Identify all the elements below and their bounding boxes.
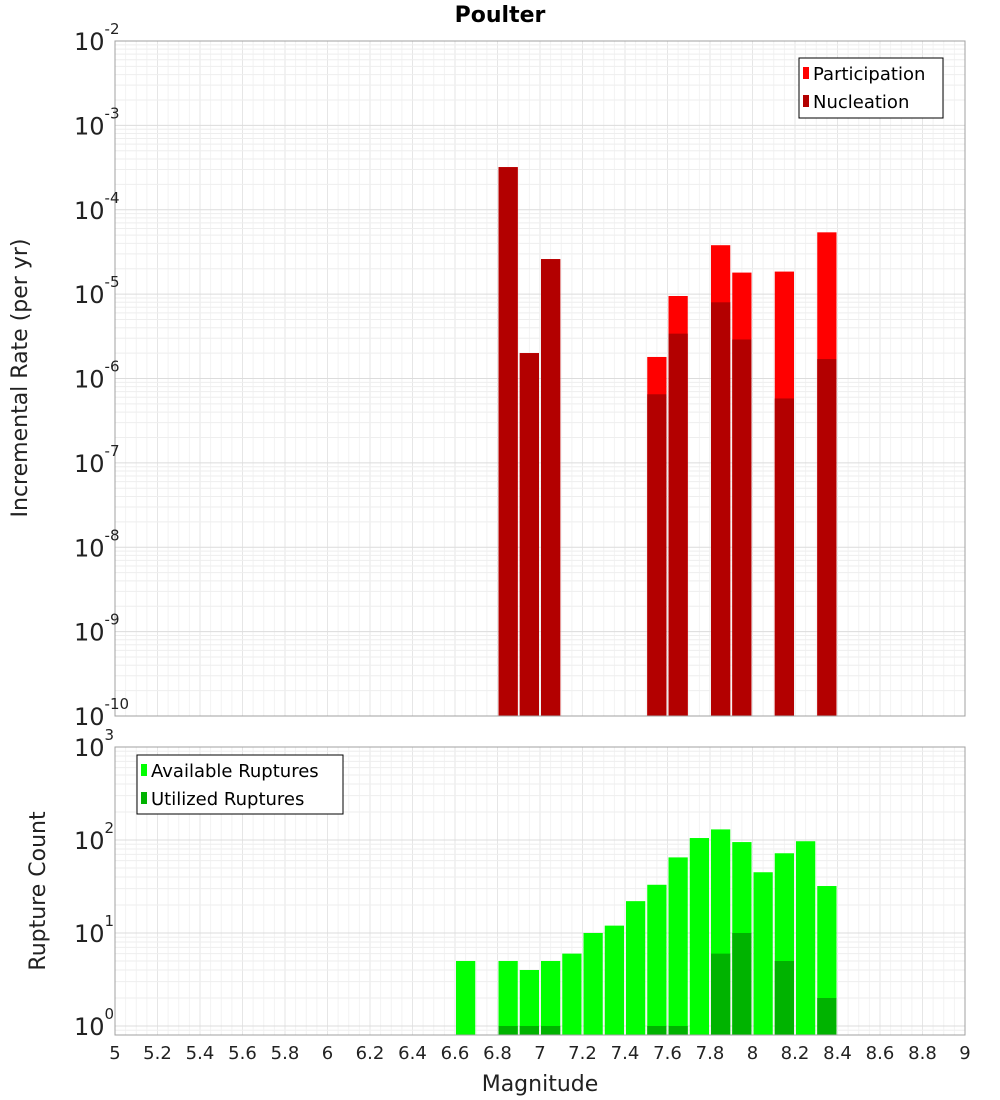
x-tick-label: 6 — [322, 1043, 333, 1064]
bar-available-ruptures — [519, 969, 539, 1035]
x-tick-label: 5 — [109, 1043, 120, 1064]
bar-utilized-ruptures — [541, 1025, 561, 1035]
bar-nucleation — [817, 359, 837, 716]
rate-y-tick-label: 10-7 — [74, 442, 120, 478]
rate-y-tick-label: 10-3 — [74, 104, 120, 140]
legend-swatch-participation — [803, 67, 809, 79]
count-y-tick-label: 101 — [74, 912, 114, 948]
x-tick-label: 8 — [747, 1043, 758, 1064]
x-tick-label: 5.8 — [271, 1043, 300, 1064]
legend-label-utilized: Utilized Ruptures — [151, 789, 304, 810]
bar-available-ruptures — [689, 838, 709, 1035]
bar-available-ruptures — [604, 925, 624, 1035]
bar-utilized-ruptures — [817, 997, 837, 1035]
bar-available-ruptures — [456, 960, 476, 1035]
chart-title: Poulter — [455, 3, 546, 28]
legend-label-available: Available Ruptures — [151, 761, 319, 782]
x-tick-label: 6.6 — [441, 1043, 470, 1064]
count-panel: 100 101 102 103 Rupture Count 5 5.2 5.4 5.6 5.8… — [26, 726, 971, 1097]
x-tick-label: 8.8 — [908, 1043, 937, 1064]
bar-utilized-ruptures — [732, 932, 752, 1035]
x-tick-label: 7 — [534, 1043, 545, 1064]
x-tick-label: 7.6 — [653, 1043, 682, 1064]
rate-grid — [114, 40, 966, 717]
bar-available-ruptures — [817, 886, 837, 1035]
bar-nucleation — [732, 339, 752, 716]
rate-y-tick-label: 10-10 — [74, 695, 129, 731]
x-tick-label: 7.8 — [696, 1043, 725, 1064]
bar-utilized-ruptures — [711, 953, 731, 1035]
bar-nucleation — [647, 394, 667, 716]
x-tick-label: 5.4 — [186, 1043, 215, 1064]
rate-y-tick-label: 10-8 — [74, 526, 120, 562]
rate-y-tick-label: 10-9 — [74, 611, 120, 647]
x-tick-label: 8.4 — [823, 1043, 852, 1064]
bar-nucleation — [711, 302, 731, 716]
x-tick-label: 9 — [959, 1043, 970, 1064]
rate-bars — [498, 167, 837, 717]
bar-nucleation — [774, 398, 794, 716]
bar-utilized-ruptures — [498, 1025, 518, 1035]
rate-legend-box — [798, 57, 944, 119]
rate-y-axis-label: Incremental Rate (per yr) — [8, 239, 33, 518]
x-tick-label: 7.4 — [611, 1043, 640, 1064]
rate-y-tick-label: 10-6 — [74, 358, 120, 394]
x-axis-label: Magnitude — [482, 1072, 599, 1097]
bar-available-ruptures — [583, 932, 603, 1035]
count-y-tick-label: 103 — [74, 726, 114, 762]
x-tick-label: 7.2 — [568, 1043, 597, 1064]
bar-nucleation — [668, 333, 688, 716]
rate-panel: 10-10 10-9 10-8 10-7 10-6 10-5 10-4 10-3 10-2 In… — [8, 20, 966, 731]
x-tick-label: 6.4 — [398, 1043, 427, 1064]
bar-utilized-ruptures — [774, 960, 794, 1035]
legend-swatch-nucleation — [803, 95, 809, 107]
bar-nucleation — [498, 167, 518, 716]
count-y-ticks: 100 101 102 103 — [74, 726, 114, 1041]
bar-available-ruptures — [562, 953, 582, 1035]
x-tick-label: 5.2 — [143, 1043, 172, 1064]
bar-available-ruptures — [498, 960, 518, 1035]
count-y-tick-label: 100 — [74, 1005, 114, 1041]
bar-nucleation — [519, 353, 539, 716]
bar-utilized-ruptures — [647, 1025, 667, 1035]
bar-available-ruptures — [647, 884, 667, 1035]
rate-y-ticks: 10-10 10-9 10-8 10-7 10-6 10-5 10-4 10-3 10-2 — [74, 20, 129, 731]
x-tick-label: 8.2 — [781, 1043, 810, 1064]
bar-available-ruptures — [668, 857, 688, 1035]
x-tick-label: 6.2 — [356, 1043, 385, 1064]
legend-label-participation: Participation — [813, 64, 925, 85]
rate-plot-frame — [114, 40, 966, 717]
bar-utilized-ruptures — [668, 1025, 688, 1035]
x-tick-label: 5.6 — [228, 1043, 257, 1064]
rate-y-tick-label: 10-4 — [74, 189, 120, 225]
bar-nucleation — [541, 259, 561, 716]
rate-y-tick-label: 10-2 — [74, 20, 120, 56]
bar-available-ruptures — [541, 960, 561, 1035]
legend-swatch-available — [141, 764, 147, 776]
bar-utilized-ruptures — [519, 1025, 539, 1035]
x-tick-label: 6.8 — [483, 1043, 512, 1064]
count-legend: Available Ruptures Utilized Ruptures — [136, 754, 344, 815]
magnitude-x-ticks: 5 5.2 5.4 5.6 5.8 6 6.2 6.4 6.6 6.8 7 7.2 7.4 7.6 7.8 8… — [109, 1043, 970, 1064]
count-legend-box — [136, 754, 344, 815]
count-y-axis-label: Rupture Count — [26, 811, 51, 971]
count-bars — [456, 829, 837, 1035]
legend-label-nucleation: Nucleation — [813, 92, 909, 113]
rate-y-tick-label: 10-5 — [74, 273, 120, 309]
count-y-tick-label: 102 — [74, 819, 114, 855]
x-tick-label: 8.6 — [866, 1043, 895, 1064]
bar-available-ruptures — [626, 901, 646, 1035]
bar-available-ruptures — [753, 872, 773, 1035]
count-plot-frame — [114, 746, 966, 1036]
rate-legend: Participation Nucleation — [798, 57, 944, 119]
legend-swatch-utilized — [141, 792, 147, 804]
bar-available-ruptures — [796, 841, 816, 1035]
